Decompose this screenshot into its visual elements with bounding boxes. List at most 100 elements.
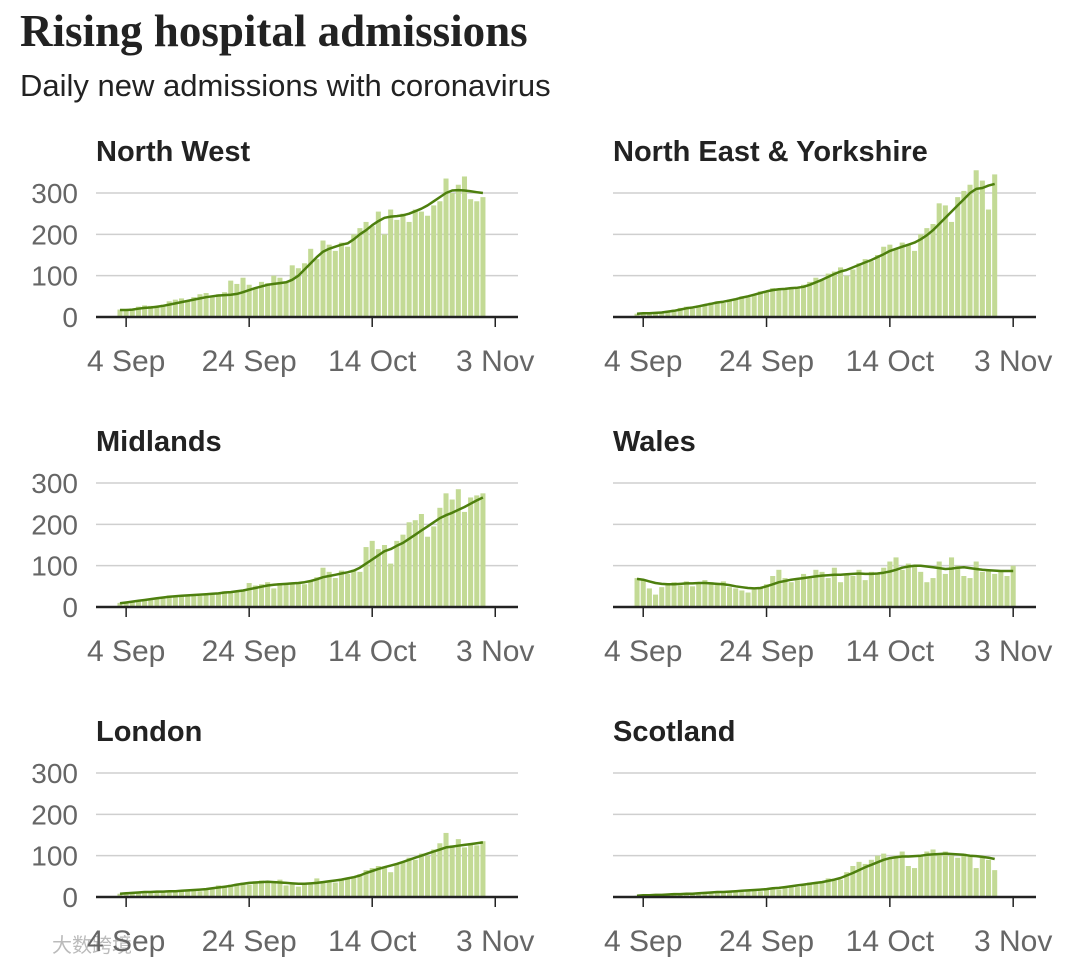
bar	[369, 540, 375, 607]
bar	[924, 851, 930, 897]
bar	[418, 514, 424, 607]
average-line	[636, 852, 995, 898]
bar	[770, 576, 776, 607]
bar	[677, 585, 683, 607]
bar	[659, 587, 665, 607]
bar	[252, 288, 258, 317]
bar	[295, 582, 301, 607]
x-tick-label: 4 Sep	[87, 925, 165, 958]
x-tick-label: 4 Sep	[87, 635, 165, 668]
bar	[320, 240, 326, 317]
x-tick-label: 4 Sep	[604, 345, 682, 378]
bar	[418, 853, 424, 897]
bar	[844, 573, 850, 607]
bar	[838, 879, 844, 897]
bar	[431, 205, 437, 317]
bar	[123, 309, 129, 317]
bar	[708, 582, 714, 607]
bar	[911, 565, 918, 607]
bar	[727, 891, 733, 897]
bar	[123, 892, 129, 897]
x-tick-label: 24 Sep	[202, 345, 297, 378]
bar	[345, 878, 351, 897]
x-tick-label: 3 Nov	[974, 925, 1052, 958]
bar	[733, 588, 739, 607]
bar	[955, 565, 961, 607]
bar	[215, 885, 221, 897]
bar	[265, 283, 271, 317]
bar	[375, 549, 381, 607]
bar	[690, 308, 696, 317]
bar	[819, 571, 825, 607]
bar	[683, 893, 689, 897]
bar	[881, 853, 887, 897]
bar	[868, 859, 874, 897]
bar	[992, 174, 998, 317]
bar	[154, 307, 160, 317]
bar	[782, 288, 788, 317]
bar	[788, 582, 794, 607]
bar	[326, 244, 332, 317]
bar	[745, 889, 751, 897]
bar	[388, 563, 394, 607]
bar	[794, 580, 800, 607]
bar	[893, 557, 899, 607]
bar	[332, 578, 338, 607]
bar	[961, 853, 967, 897]
bar	[942, 205, 948, 317]
bar	[967, 184, 973, 317]
bar	[191, 297, 197, 317]
bar	[714, 301, 720, 317]
bar	[831, 567, 837, 607]
watermark: 大数跨境	[52, 934, 132, 957]
bar	[905, 866, 911, 897]
bar	[770, 288, 776, 317]
bar	[400, 861, 406, 897]
bar	[252, 881, 258, 897]
bar	[776, 290, 782, 317]
bar	[751, 589, 757, 607]
bar	[234, 590, 240, 607]
bar	[308, 248, 314, 317]
bar	[203, 889, 209, 897]
bar	[918, 234, 924, 317]
bar	[283, 584, 289, 607]
bar	[320, 881, 326, 897]
bar	[283, 281, 289, 317]
bar	[807, 882, 813, 897]
bar	[178, 298, 185, 317]
bar	[468, 199, 474, 317]
bar	[850, 269, 856, 317]
bar	[258, 880, 265, 897]
bar	[683, 306, 689, 317]
bar	[856, 263, 862, 317]
bar	[1004, 576, 1010, 607]
bar	[862, 259, 868, 317]
bar	[875, 573, 881, 607]
bar	[185, 300, 191, 317]
bar	[757, 291, 763, 317]
bar	[936, 853, 942, 897]
bar	[400, 534, 406, 607]
bar	[461, 847, 468, 897]
bar	[788, 885, 794, 897]
bar	[117, 309, 123, 317]
bar	[209, 594, 215, 607]
bar	[351, 569, 357, 607]
bar	[696, 583, 702, 607]
bar	[868, 261, 874, 317]
x-tick-label: 14 Oct	[846, 345, 935, 378]
y-tick-label: 100	[31, 261, 78, 292]
bar	[357, 571, 363, 607]
bar	[412, 520, 418, 607]
bar	[480, 493, 486, 607]
bar	[973, 561, 979, 607]
x-tick-label: 3 Nov	[974, 635, 1052, 668]
bar	[720, 302, 726, 317]
bar	[979, 180, 985, 317]
bar	[443, 178, 449, 317]
bar	[813, 569, 819, 607]
bar	[844, 872, 850, 897]
x-tick-label: 3 Nov	[974, 345, 1052, 378]
bar	[671, 582, 677, 607]
